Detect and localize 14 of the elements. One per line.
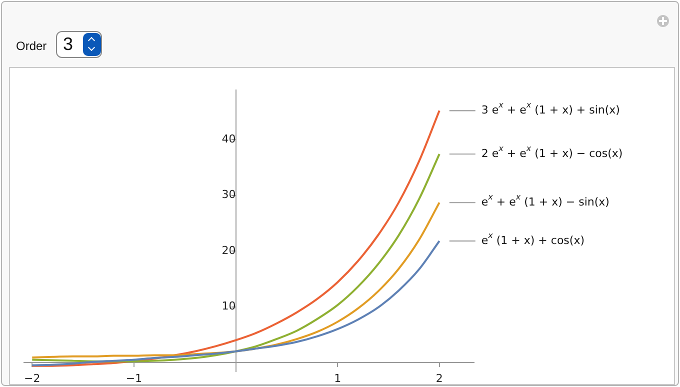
line-series (31, 153, 440, 362)
x-tick-label: −2 (24, 372, 40, 385)
y-tick-label: 40 (222, 132, 236, 146)
number-field: 3 (56, 31, 102, 58)
y-tick-label: 20 (222, 244, 236, 257)
text: Order (16, 39, 47, 53)
line-series (31, 202, 440, 358)
line-series (31, 240, 440, 366)
x-tick-label: −1 (126, 372, 142, 385)
y-tick-label: 10 (222, 300, 236, 313)
line-series (31, 110, 440, 367)
x-tick-label: 1 (334, 372, 342, 385)
x-tick-label: 2 (436, 372, 443, 385)
y-tick-label: 30 (222, 188, 236, 202)
